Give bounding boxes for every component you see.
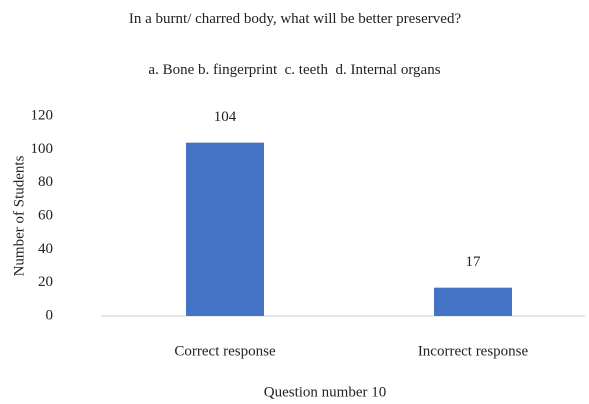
y-tick-label: 60 — [38, 207, 53, 223]
data-label: 104 — [214, 109, 237, 125]
bar — [186, 142, 264, 316]
y-tick-label: 0 — [46, 307, 54, 323]
chart-subtitle: a. Bone b. fingerprint c. teeth d. Inter… — [148, 62, 441, 78]
y-axis-label: Number of Students — [11, 155, 27, 276]
data-label: 17 — [466, 254, 482, 270]
x-tick-label: Incorrect response — [418, 343, 529, 359]
chart-title: In a burnt/ charred body, what will be b… — [128, 11, 462, 27]
x-axis-label: Question number 10 — [264, 384, 386, 400]
x-tick-label: Correct response — [174, 343, 276, 359]
y-tick-label: 80 — [38, 174, 53, 190]
y-tick-label: 40 — [38, 241, 53, 257]
y-tick-label: 100 — [31, 141, 54, 157]
y-tick-label: 20 — [38, 274, 53, 290]
bar — [434, 287, 512, 316]
y-tick-label: 120 — [31, 107, 54, 123]
